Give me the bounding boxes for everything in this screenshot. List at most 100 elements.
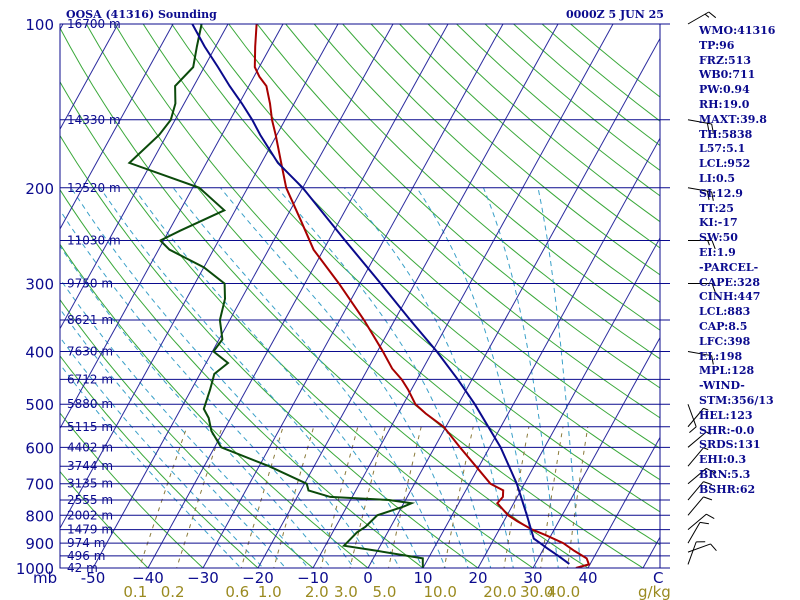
wind-barb bbox=[687, 481, 713, 501]
isotherm-line bbox=[587, 436, 660, 568]
height-label: 5115 m bbox=[67, 420, 113, 434]
pressure-tick-label: 600 bbox=[25, 439, 54, 457]
dry-adiabat-line bbox=[171, 24, 660, 481]
index-item: BSHR:62 bbox=[699, 482, 756, 496]
dry-adiabat-line bbox=[370, 24, 660, 276]
height-label: 42 m bbox=[67, 561, 98, 575]
temperature-tick-label: 40 bbox=[578, 569, 597, 587]
isotherms bbox=[60, 24, 660, 568]
index-item: -WIND- bbox=[699, 379, 745, 393]
isotherm-line bbox=[60, 24, 229, 330]
moist-adiabats bbox=[60, 187, 582, 568]
dry-adiabat-line bbox=[60, 470, 149, 568]
pressure-tick-label: 300 bbox=[25, 276, 54, 294]
dry-adiabat-line bbox=[60, 134, 479, 568]
wind-barb bbox=[687, 119, 714, 133]
isotherm-line bbox=[532, 336, 660, 568]
temperature-tick-label: −20 bbox=[242, 569, 274, 587]
height-label: 496 m bbox=[67, 549, 105, 563]
wind-barb bbox=[687, 541, 706, 565]
dry-adiabat-line bbox=[256, 24, 660, 389]
dry-adiabat-line bbox=[114, 24, 660, 546]
dry-adiabat-line bbox=[228, 24, 660, 419]
height-label: 9750 m bbox=[67, 277, 113, 291]
moist-adiabat-line bbox=[70, 187, 378, 568]
pressure-tick-label: 100 bbox=[25, 16, 54, 34]
pressure-tick-label: 800 bbox=[25, 507, 54, 525]
mixing-ratio-line bbox=[138, 426, 188, 568]
pressure-tick-label: 400 bbox=[25, 344, 54, 362]
isotherm-line bbox=[202, 24, 504, 568]
index-item: SI:12.9 bbox=[699, 186, 743, 200]
height-label: 1479 m bbox=[67, 523, 113, 537]
height-label: 5880 m bbox=[67, 397, 113, 411]
moist-adiabat-line bbox=[60, 308, 287, 568]
wind-barb bbox=[687, 447, 709, 467]
wind-barb bbox=[687, 351, 714, 365]
stability-indices-panel: WMO:41316 TP:96 FRZ:513 WB0:711 PW:0.94 RH:19… bbox=[699, 24, 800, 498]
moist-adiabat-line bbox=[416, 187, 537, 568]
dry-adiabat-line bbox=[60, 412, 204, 568]
moist-adiabat-line bbox=[133, 187, 423, 568]
temperature-tick-label: −40 bbox=[132, 569, 164, 587]
mixing-ratio-unit-label: g/kg bbox=[638, 583, 671, 600]
mixing-ratio-tick-label: 0.2 bbox=[161, 583, 185, 600]
mixing-ratio-tick-label: 5.0 bbox=[373, 583, 397, 600]
temperature-tick-label: 30 bbox=[523, 569, 542, 587]
moist-adiabat-line bbox=[60, 336, 264, 568]
dry-adiabat-line bbox=[199, 24, 660, 450]
index-item: EL:198 bbox=[699, 349, 743, 363]
moist-adiabat-line bbox=[60, 363, 242, 568]
temperature-tick-label: 20 bbox=[468, 569, 487, 587]
dry-adiabat-line bbox=[342, 24, 660, 303]
dry-adiabat-line bbox=[60, 355, 259, 568]
index-item: CAPE:328 bbox=[699, 275, 760, 289]
wind-barb bbox=[687, 404, 697, 434]
profile-traces bbox=[127, 24, 591, 568]
mixing-ratio-tick-label: 40.0 bbox=[547, 583, 580, 600]
isotherm-line bbox=[147, 24, 449, 568]
index-item: LCL:952 bbox=[699, 157, 751, 171]
temperature-tick-label: 0 bbox=[363, 569, 373, 587]
wind-barb bbox=[687, 187, 714, 201]
x-axis-end-label: C bbox=[653, 569, 663, 587]
wind-barb bbox=[688, 283, 716, 293]
height-label: 11030 m bbox=[67, 233, 121, 247]
wind-barb bbox=[687, 513, 715, 530]
wind-barb bbox=[687, 11, 717, 25]
parcel-trace bbox=[191, 24, 570, 565]
temperature-tick-labels: -50 −40 −30 −20 −10 0 10 20 30 40 bbox=[81, 569, 598, 587]
height-label: 8621 m bbox=[67, 313, 113, 327]
temperature-tick-label: -50 bbox=[81, 569, 106, 587]
isotherm-line bbox=[367, 37, 660, 568]
wind-barb bbox=[687, 431, 711, 448]
mixing-ratio-line bbox=[176, 426, 223, 568]
height-label: 3744 m bbox=[67, 459, 113, 473]
isotherm-line bbox=[312, 24, 614, 568]
index-item: TT:25 bbox=[699, 201, 734, 215]
pressure-tick-label: 500 bbox=[25, 396, 54, 414]
temperature-tick-label: −30 bbox=[187, 569, 219, 587]
height-label: 7630 m bbox=[67, 345, 113, 359]
dry-adiabat-line bbox=[85, 24, 644, 568]
dry-adiabat-line bbox=[60, 80, 534, 568]
height-label: 974 m bbox=[67, 536, 105, 550]
wind-barb bbox=[687, 521, 709, 544]
height-label: 14330 m bbox=[67, 113, 121, 127]
height-label: 2002 m bbox=[67, 508, 113, 522]
index-item: SRDS:131 bbox=[699, 438, 761, 452]
height-label: 6712 m bbox=[67, 372, 113, 386]
index-item: EHI:0.3 bbox=[699, 453, 747, 467]
index-item: KI:-17 bbox=[699, 216, 738, 230]
plot-frame bbox=[59, 23, 661, 569]
moist-adiabat-line bbox=[60, 277, 309, 568]
mixing-ratio-tick-label: 20.0 bbox=[483, 583, 516, 600]
height-label: 12520 m bbox=[67, 181, 121, 195]
moist-adiabat-line bbox=[99, 187, 401, 568]
moist-adiabat-line bbox=[343, 187, 514, 568]
index-item: SHR:-0.0 bbox=[699, 423, 755, 437]
height-label: 3135 m bbox=[67, 477, 113, 491]
pressure-tick-label: 1000 bbox=[16, 560, 54, 578]
index-item: LI:0.5 bbox=[699, 171, 736, 185]
